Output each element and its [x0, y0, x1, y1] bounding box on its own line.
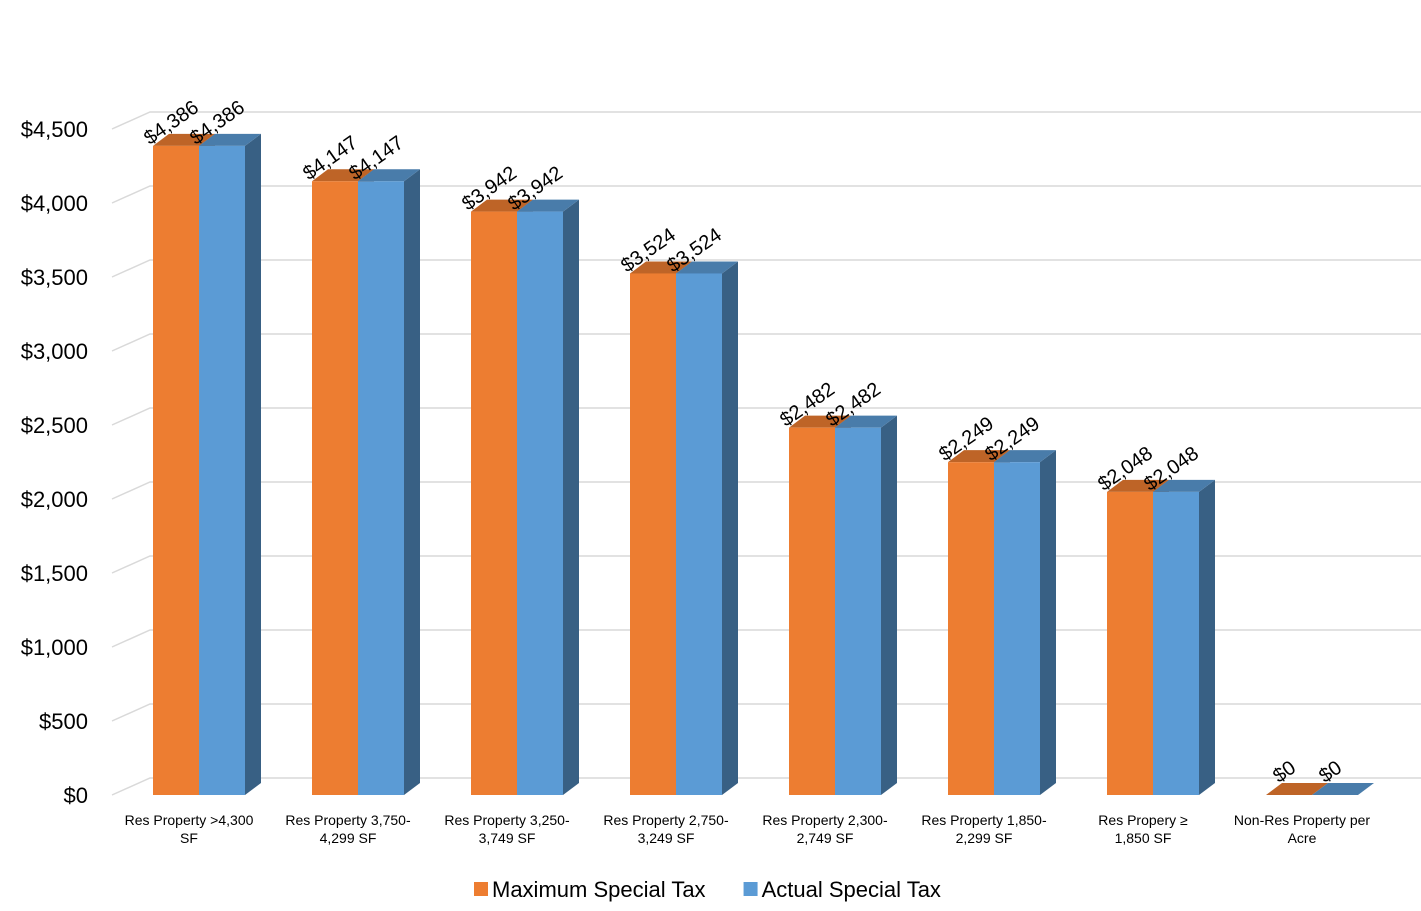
gridline: [111, 407, 1421, 426]
gridlines: [111, 111, 1421, 796]
data-label: $0: [1269, 757, 1300, 788]
bar-front: [199, 145, 245, 795]
bar-front: [789, 427, 835, 795]
bar-front: [358, 181, 404, 795]
bar: [994, 450, 1056, 795]
gridline: [111, 185, 1421, 204]
x-tick-label: Res Propery ≥1,850 SF: [1098, 812, 1188, 846]
bar-front: [948, 462, 994, 795]
bar-front: [676, 273, 722, 795]
bar: [517, 199, 579, 796]
gridline: [111, 703, 1421, 722]
x-tick-label: Res Property >4,300 SF: [125, 812, 254, 846]
y-tick-label: $2,500: [21, 413, 88, 438]
bar-front: [835, 427, 881, 795]
bar-front: [153, 145, 199, 795]
bar: [199, 133, 261, 795]
gridline: [111, 555, 1421, 574]
bar-side: [245, 133, 261, 795]
bar: [835, 415, 897, 795]
bar-top: [153, 133, 215, 146]
gridline: [111, 629, 1421, 648]
bar-front: [1153, 491, 1199, 795]
bar: [358, 169, 420, 795]
legend: Maximum Special Tax Actual Special Tax: [474, 877, 941, 902]
bar-top: [1312, 783, 1374, 795]
legend-item: Actual Special Tax: [743, 877, 941, 902]
x-tick-label: Res Property 3,250-3,749 SF: [444, 812, 570, 846]
bar-top: [312, 169, 374, 182]
y-tick-label: $3,000: [21, 339, 88, 364]
gridline: [111, 777, 1421, 796]
bar-side: [404, 169, 420, 795]
bar-top: [1153, 479, 1215, 492]
bar-side: [1199, 479, 1215, 795]
y-tick-label: $4,500: [21, 117, 88, 142]
x-tick-label: Res Property 2,750-3,249 SF: [603, 812, 729, 846]
bar-side: [1040, 450, 1056, 795]
y-tick-label: $1,000: [21, 635, 88, 660]
y-tick-label: $3,500: [21, 265, 88, 290]
bar-front: [630, 273, 676, 795]
x-tick-label: Res Property 2,300-2,749 SF: [762, 812, 888, 846]
bar: [1153, 479, 1215, 795]
gridline: [111, 111, 1421, 130]
bar: [1312, 783, 1374, 795]
y-axis-ticks: $0 $500 $1,000 $1,500 $2,000 $2,500 $3,000 $3,5…: [21, 117, 88, 808]
legend-label: Actual Special Tax: [762, 877, 941, 902]
gridline: [111, 481, 1421, 500]
bar-top: [517, 199, 579, 212]
bar-top: [835, 415, 897, 428]
bar-front: [1107, 491, 1153, 795]
y-tick-label: $1,500: [21, 561, 88, 586]
bar-front: [312, 181, 358, 795]
x-tick-label: Non-Res Property per Acre: [1234, 812, 1371, 846]
bar-top: [199, 133, 261, 146]
bar-side: [881, 415, 897, 795]
x-tick-label: Res Property 3,750-4,299 SF: [285, 812, 411, 846]
y-tick-label: $4,000: [21, 191, 88, 216]
bar-front: [994, 462, 1040, 795]
y-tick-label: $500: [39, 709, 88, 734]
bar-top: [630, 261, 692, 274]
bar-side: [563, 199, 579, 796]
bar-top: [358, 169, 420, 182]
bars: [153, 133, 1374, 796]
legend-swatch: [474, 882, 488, 896]
bar-top: [948, 450, 1010, 463]
x-tick-label: Res Property 1,850-2,299 SF: [921, 812, 1047, 846]
bar-side: [722, 261, 738, 795]
x-axis-ticks: Res Property >4,300 SF Res Property 3,750-…: [125, 812, 1371, 846]
bar: [1266, 783, 1328, 795]
legend-label: Maximum Special Tax: [492, 877, 706, 902]
y-tick-label: $2,000: [21, 487, 88, 512]
gridline: [111, 259, 1421, 278]
bar-top: [676, 261, 738, 274]
data-label: $0: [1315, 757, 1346, 788]
bar-top: [994, 450, 1056, 463]
y-tick-label: $0: [64, 783, 88, 808]
gridline: [111, 333, 1421, 352]
legend-item: Maximum Special Tax: [474, 877, 706, 902]
bar-top: [789, 415, 851, 428]
legend-swatch: [743, 882, 758, 896]
bar-front: [471, 211, 517, 796]
bar-top: [471, 199, 533, 212]
bar-top: [1266, 783, 1328, 795]
bar-top: [1107, 479, 1169, 492]
bar: [676, 261, 738, 795]
bar-front: [517, 211, 563, 796]
